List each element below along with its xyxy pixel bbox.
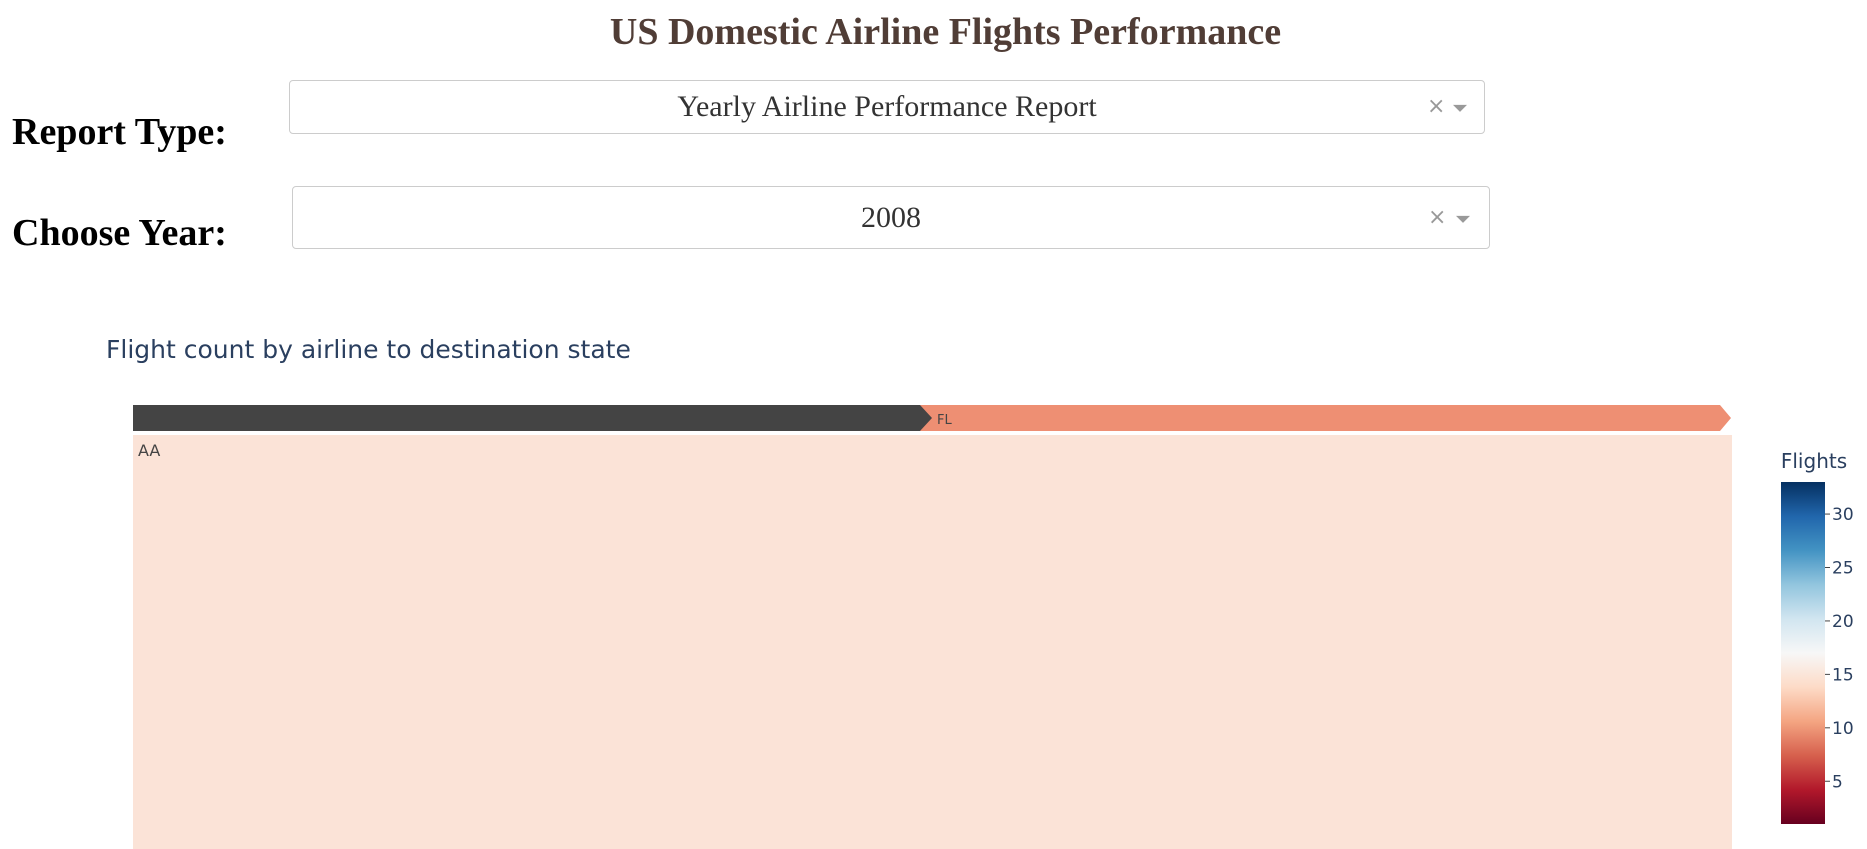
chevron-down-icon[interactable]: [1453, 104, 1467, 112]
report-type-label: Report Type:: [12, 111, 227, 153]
chevron-down-icon[interactable]: [1456, 215, 1470, 223]
colorbar-tick-label: 5: [1832, 772, 1843, 792]
year-dropdown[interactable]: 2008 ×: [292, 186, 1490, 249]
clear-icon[interactable]: ×: [1427, 94, 1446, 119]
treemap-tile[interactable]: [133, 435, 1732, 849]
year-label: Choose Year:: [12, 212, 227, 254]
colorbar: [1781, 482, 1825, 824]
report-type-dropdown[interactable]: Yearly Airline Performance Report ×: [289, 80, 1485, 134]
pathbar-fl-label: FL: [937, 413, 952, 428]
colorbar-tick-label: 25: [1832, 559, 1854, 579]
colorbar-tick-label: 30: [1832, 505, 1854, 525]
colorbar-tick-label: 15: [1832, 665, 1854, 685]
year-value: 2008: [861, 200, 921, 234]
report-type-value: Yearly Airline Performance Report: [677, 90, 1097, 123]
treemap-tile-label: AA: [138, 441, 160, 460]
chart-title: Flight count by airline to destination s…: [106, 335, 631, 364]
colorbar-tick-label: 20: [1832, 612, 1854, 632]
page-title: US Domestic Airline Flights Performance: [609, 11, 1282, 53]
colorbar-tick-label: 10: [1832, 719, 1854, 739]
pathbar-fl[interactable]: [920, 405, 1731, 431]
clear-icon[interactable]: ×: [1428, 204, 1447, 230]
colorbar-title: Flights: [1781, 449, 1847, 473]
pathbar-root[interactable]: [133, 405, 935, 431]
